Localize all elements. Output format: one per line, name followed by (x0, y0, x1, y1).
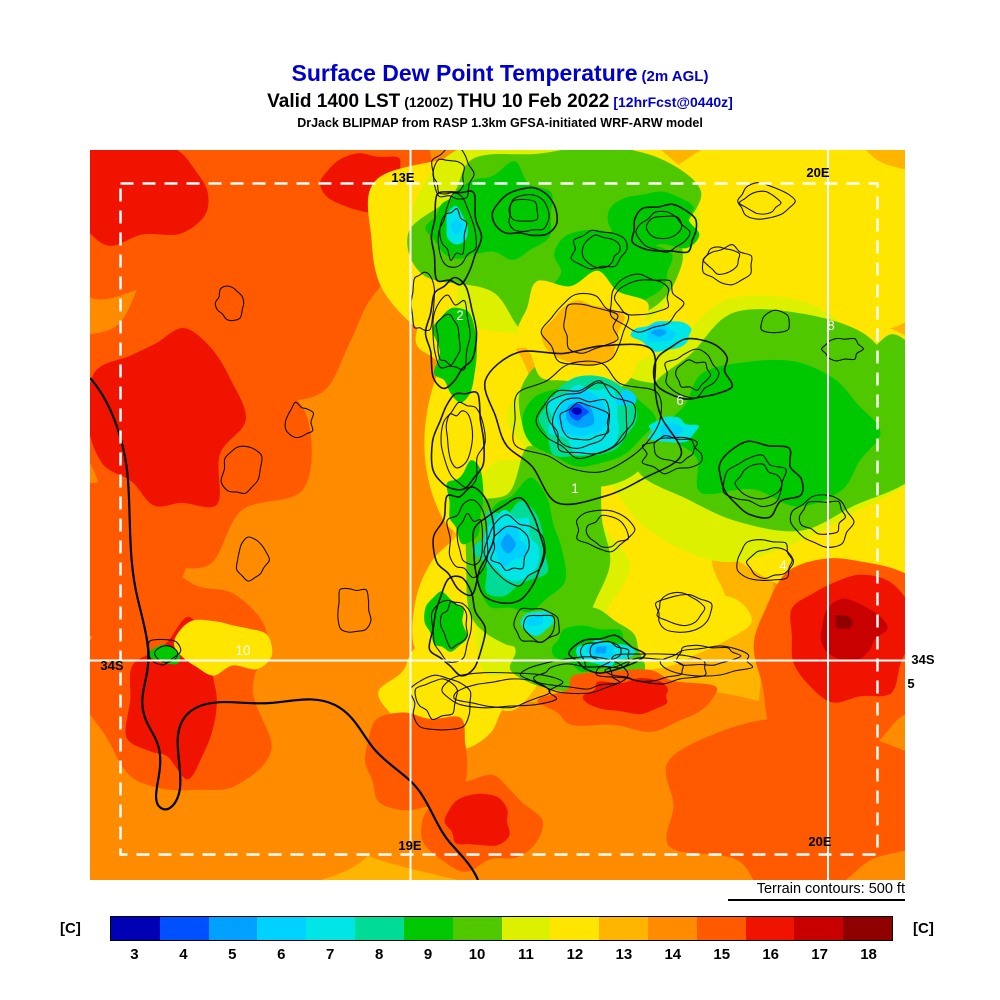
colorbar-tick: 6 (277, 946, 286, 963)
dewpoint-region (650, 329, 667, 337)
colorbar-tick: 10 (468, 946, 486, 963)
dewpoint-region (173, 619, 273, 676)
colorbar-segment (452, 917, 502, 940)
colorbar-tick: 12 (566, 946, 584, 963)
colorbar-tick: 16 (762, 946, 779, 963)
colorbar-unit-right: [C] (913, 920, 934, 937)
dewpoint-region (615, 389, 637, 406)
forecast-tag: [12hrFcst@0440z] (613, 94, 733, 111)
colorbar-segment (355, 917, 404, 940)
colorbar-ticks: 3 4 5 6 7 8 9 10 11 12 13 14 15 16 17 18 (110, 946, 893, 964)
grid-label-lon-top-left: 13E (391, 170, 414, 185)
colorbar-segment (403, 917, 453, 940)
colorbar-segment (257, 917, 307, 940)
colorbar-segment (599, 917, 648, 940)
plot-header: Surface Dew Point Temperature (2m AGL) Va… (0, 60, 1000, 131)
grid-label-lat-right: 34S (911, 652, 934, 667)
coastline (90, 377, 480, 880)
grid-label-right-extra: 5 (907, 676, 914, 691)
colorbar-segment (501, 917, 551, 940)
grid-label-lon-bottom-right: 20E (808, 834, 831, 849)
colorbar-tick: 14 (664, 946, 682, 963)
colorbar-tick: 18 (860, 946, 877, 963)
dewpoint-region (451, 219, 464, 235)
model-line: DrJack BLIPMAP from RASP 1.3km GFSA-init… (297, 116, 703, 131)
dewpoint-region (607, 191, 700, 253)
dewpoint-region (526, 615, 544, 627)
colorbar (110, 916, 893, 941)
colorbar-segment (111, 917, 160, 940)
dewpoint-region (444, 793, 510, 846)
colorbar-segment (696, 917, 746, 940)
colorbar-tick: 5 (228, 946, 237, 963)
grid-label-lat-left: 34S (100, 658, 123, 673)
dewpoint-region (595, 646, 607, 654)
page-title: Surface Dew Point Temperature (291, 60, 638, 86)
dewpoint-region (365, 712, 468, 811)
dewpoint-region (665, 718, 905, 880)
dewpoint-region (432, 307, 477, 403)
dewpoint-region (90, 327, 246, 508)
colorbar-segment (208, 917, 258, 940)
region-number: 1 (571, 481, 579, 496)
colorbar-segment (745, 917, 795, 940)
grid-label-lon-top-right: 20E (806, 165, 829, 180)
colorbar-tick: 3 (130, 946, 139, 963)
dewpoint-region (663, 359, 881, 507)
colorbar-tick: 13 (615, 946, 633, 963)
region-number: 6 (676, 393, 684, 408)
colorbar-tick: 11 (518, 946, 534, 963)
region-number: 8 (827, 318, 835, 333)
colorbar-tick: 8 (374, 946, 384, 963)
colorbar-segment (794, 917, 844, 940)
colorbar-tick: 4 (179, 946, 188, 963)
colorbar-tick: 7 (326, 946, 335, 963)
valid-date: THU 10 Feb 2022 (457, 91, 610, 113)
valid-time-line: Valid 1400 LST (1200Z) THU 10 Feb 2022 [12h… (0, 91, 1000, 113)
dewpoint-region (835, 615, 853, 629)
grid-label-lon-bottom-left: 19E (398, 838, 421, 853)
dewpoint-region (582, 677, 669, 715)
latlon-gridlines (90, 150, 905, 880)
colorbar-segment (550, 917, 600, 940)
page-title-line: Surface Dew Point Temperature (2m AGL) (0, 60, 1000, 86)
dewpoint-region (424, 591, 468, 652)
page-title-suffix: (2m AGL) (641, 68, 709, 85)
region-number: 10 (235, 643, 250, 658)
dewpoint-region (541, 300, 625, 366)
dewpoint-region (820, 598, 888, 661)
colorbar-tick: 9 (423, 946, 433, 963)
domain-boundary (119, 182, 879, 856)
valid-zulu: (1200Z) (404, 94, 454, 111)
valid-prefix: Valid 1400 LST (267, 91, 401, 113)
colorbar-segment (647, 917, 697, 940)
colorbar-tick: 17 (811, 946, 828, 963)
dewpoint-region (90, 470, 189, 640)
colorbar-segment (843, 917, 892, 940)
terrain-rule-line (728, 899, 905, 901)
colorbar-segment (159, 917, 209, 940)
colorbar-segment (306, 917, 356, 940)
colorbar-tick: 15 (713, 946, 731, 963)
dewpoint-fill (90, 150, 905, 880)
region-number: 2 (456, 308, 464, 323)
terrain-note: Terrain contours: 500 ft (756, 881, 905, 897)
dewpoint-region (571, 407, 582, 416)
dewpoint-region (500, 533, 516, 554)
colorbar-unit-left: [C] (60, 920, 81, 937)
region-number: 4 (779, 558, 787, 573)
